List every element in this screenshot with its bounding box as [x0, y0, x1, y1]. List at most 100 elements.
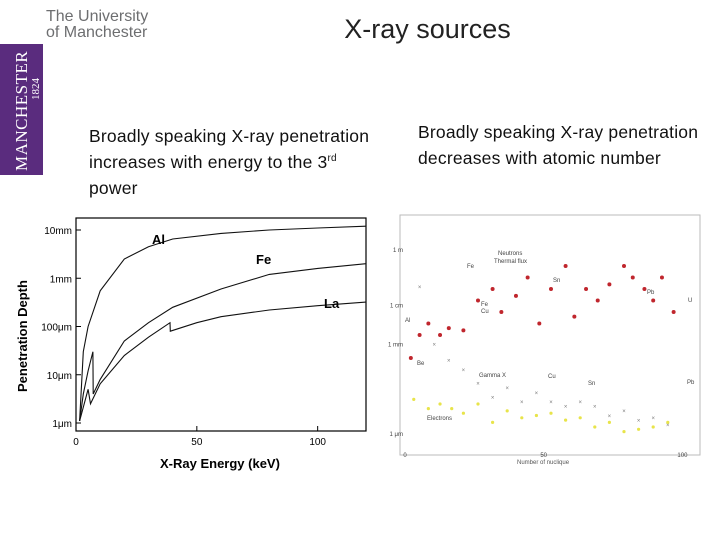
rc-ann-fe2: Fe	[481, 302, 489, 308]
electrons-point	[520, 416, 524, 420]
rc-ann-pb2: Pb	[687, 380, 695, 386]
logo-line-2: of Manchester	[46, 24, 148, 41]
photon-point: ×	[549, 400, 553, 406]
electrons-point	[438, 402, 442, 406]
left-statement: Broadly speaking X-ray penetration incre…	[89, 123, 389, 201]
neutrons-point	[659, 275, 664, 280]
neutrons-point	[426, 321, 431, 326]
electrons-point	[476, 402, 480, 406]
photon-point: ×	[578, 400, 582, 406]
neutrons-point	[446, 326, 451, 331]
neutrons-point	[630, 275, 635, 280]
rc-ann-u: U	[688, 298, 692, 304]
left-statement-main: Broadly speaking X-ray penetration incre…	[89, 126, 370, 172]
neutrons-point	[513, 293, 518, 298]
lc-xtick-label: 50	[191, 437, 203, 448]
photon-point: ×	[491, 395, 495, 401]
label-la: La	[324, 296, 340, 311]
photon-point: ×	[666, 423, 670, 429]
photon-point: ×	[637, 418, 641, 424]
rc-ann-electrons: Electrons	[427, 416, 452, 422]
rc-ytick-label: 1 cm	[390, 303, 403, 309]
rc-ytick-label: 1 m	[393, 248, 403, 254]
neutrons-point	[490, 287, 495, 291]
neutrons-point	[607, 282, 612, 287]
rc-ann-sn1: Sn	[553, 278, 560, 284]
penetration-atomic-number-chart: 1 m 1 cm 1 mm 1 μm 0 50 100 × × × × × × × × × × × × × × × × × ×…	[388, 214, 701, 466]
photon-point: ×	[593, 405, 597, 411]
lc-ytick-label: 1μm	[52, 419, 72, 430]
neutrons-point	[417, 333, 422, 337]
neutrons-point	[549, 287, 553, 291]
electrons-point	[505, 409, 509, 413]
neutrons-point	[476, 298, 480, 303]
neutrons-point	[622, 264, 626, 268]
rc-ann-cu2: Cu	[548, 374, 556, 380]
electrons-point	[549, 411, 553, 415]
electrons-point	[578, 416, 582, 420]
penetration-energy-chart: 1μm 10μm 100μm 1mm 10mm 0 50 100 Penetration De…	[15, 217, 367, 471]
rc-xlabel: Number of nuclique	[517, 460, 570, 466]
university-crest-logo: MANCHESTER 1824	[0, 44, 43, 175]
neutrons-point	[584, 287, 589, 291]
lc-ytick-label: 10mm	[44, 226, 72, 237]
neutrons-point	[595, 298, 600, 303]
neutrons-point	[438, 333, 443, 337]
neutrons-point	[461, 328, 466, 333]
electrons-point	[622, 430, 626, 434]
photon-point: ×	[476, 382, 480, 388]
photon-point: ×	[564, 405, 568, 411]
crest-year: 1824	[30, 78, 42, 101]
electrons-point	[450, 407, 454, 411]
photon-point: ×	[432, 343, 436, 349]
neutrons-point	[642, 287, 647, 291]
right-statement: Broadly speaking X-ray penetration decre…	[418, 122, 699, 168]
photon-point: ×	[447, 359, 451, 365]
electrons-point	[666, 420, 670, 424]
lc-ytick-label: 10μm	[47, 371, 72, 382]
photon-point: ×	[418, 285, 422, 291]
rc-ann-fe1: Fe	[467, 264, 475, 270]
label-al: Al	[152, 232, 165, 247]
lc-xtick-label: 0	[73, 437, 79, 448]
slide-title: X-ray sources	[344, 14, 511, 44]
electrons-point	[593, 425, 597, 429]
neutrons-point	[651, 298, 656, 303]
university-logo-text: The University of Manchester	[46, 9, 148, 41]
electrons-point	[607, 420, 611, 424]
rc-xtick-label: 0	[403, 453, 407, 459]
electrons-point	[564, 418, 568, 422]
lc-xlabel: X-Ray Energy (keV)	[160, 456, 280, 471]
rc-xtick-label: 50	[540, 453, 547, 459]
electrons-point	[491, 420, 495, 424]
rc-ann-be: Be	[417, 361, 425, 367]
photon-point: ×	[462, 368, 466, 374]
neutrons-point	[499, 310, 504, 314]
lc-ylabel: Penetration Depth	[15, 280, 30, 392]
neutrons-point	[525, 275, 530, 280]
neutrons-point	[408, 356, 413, 360]
rc-xtick-label: 100	[677, 453, 688, 459]
rc-ann-neutrons: Neutrons	[498, 251, 522, 257]
electrons-point	[534, 413, 538, 418]
lc-xtick-label: 100	[309, 437, 326, 448]
neutrons-point	[572, 314, 577, 319]
rc-ann-al: Al	[405, 318, 410, 324]
rc-ytick-label: 1 mm	[388, 343, 403, 349]
rc-ann-cu1: Cu	[481, 309, 489, 315]
neutrons-point	[537, 321, 542, 326]
left-statement-end: power	[89, 178, 138, 198]
crest-word: MANCHESTER	[12, 51, 31, 171]
label-fe: Fe	[256, 252, 271, 267]
series-line-la	[79, 301, 367, 422]
rc-ann-sn2: Sn	[588, 381, 595, 387]
photon-point: ×	[520, 400, 524, 406]
photon-point: ×	[651, 416, 655, 422]
logo-line-1: The University	[46, 8, 149, 25]
electrons-point	[651, 425, 655, 429]
photon-point: ×	[608, 414, 612, 420]
series-line-fe	[79, 263, 367, 422]
rc-ann-gamma: Gamma X	[479, 373, 506, 379]
electrons-point	[412, 397, 416, 401]
electrons-point	[637, 427, 641, 431]
